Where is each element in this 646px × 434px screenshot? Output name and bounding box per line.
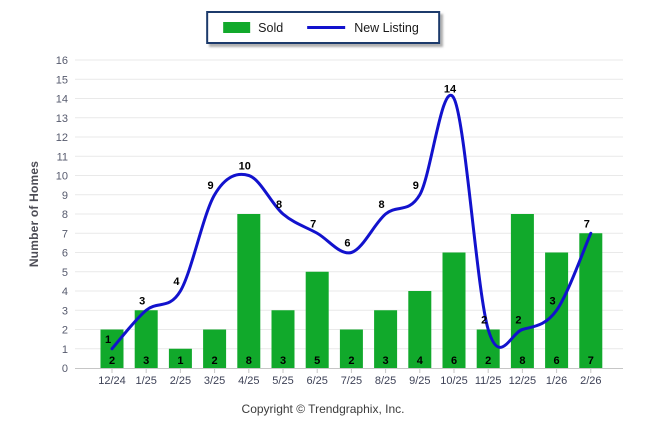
x-tick-label: 12/25 (509, 375, 537, 387)
bar-value-label: 6 (451, 355, 457, 367)
bar (237, 214, 261, 368)
legend: Sold New Listing (206, 11, 440, 44)
y-tick-label: 4 (62, 286, 68, 298)
y-tick-label: 13 (56, 113, 68, 125)
new-listing-swatch-icon (307, 26, 346, 29)
x-tick-label: 7/25 (341, 375, 362, 387)
y-tick-label: 1 (62, 344, 68, 356)
line-value-label: 6 (344, 238, 350, 250)
x-tick-label: 11/25 (475, 375, 502, 387)
bar (339, 329, 363, 368)
y-tick-label: 5 (62, 267, 68, 279)
bar (579, 233, 603, 368)
x-tick-label: 10/25 (440, 375, 468, 387)
bar-value-label: 7 (588, 355, 594, 367)
y-tick-label: 8 (62, 209, 68, 221)
line-value-label: 2 (515, 315, 521, 327)
line-value-label: 10 (239, 161, 251, 173)
x-tick-label: 3/25 (204, 375, 225, 387)
y-tick-label: 7 (62, 228, 68, 240)
line-value-label: 7 (584, 218, 590, 230)
bar-value-label: 2 (348, 355, 354, 367)
x-tick-label: 1/25 (135, 375, 156, 387)
bar-value-label: 8 (246, 355, 252, 367)
y-tick-label: 10 (56, 171, 68, 183)
y-tick-label: 3 (62, 305, 68, 317)
sold-swatch-icon (223, 22, 251, 33)
x-tick-label: 6/25 (306, 375, 327, 387)
bar-value-label: 2 (485, 355, 491, 367)
bar (408, 291, 432, 368)
line-value-label: 9 (413, 180, 419, 192)
x-tick-label: 2/25 (170, 375, 191, 387)
line-value-label: 2 (481, 315, 487, 327)
line-path (110, 93, 593, 351)
x-tick-label: 12/24 (98, 375, 126, 387)
bar (271, 310, 295, 368)
bar (134, 310, 158, 368)
y-tick-label: 9 (62, 190, 68, 202)
bar-value-label: 3 (143, 355, 149, 367)
bar (476, 329, 500, 368)
y-tick-label: 6 (62, 248, 68, 260)
bar-value-label: 8 (519, 355, 525, 367)
x-tick-label: 1/26 (546, 375, 567, 387)
bar (168, 348, 192, 368)
y-tick-label: 0 (62, 363, 68, 375)
y-tick-label: 2 (62, 325, 68, 337)
bar-value-label: 3 (280, 355, 286, 367)
x-tick-label: 8/25 (375, 375, 396, 387)
line-value-label: 4 (173, 276, 180, 288)
line-value-label: 8 (276, 199, 282, 211)
bar-value-label: 2 (109, 355, 115, 367)
y-tick-label: 11 (57, 151, 68, 163)
x-tick-label: 5/25 (272, 375, 293, 387)
bar (374, 310, 398, 368)
copyright-text: Copyright © Trendgraphix, Inc. (241, 402, 405, 416)
y-tick-label: 14 (56, 94, 68, 106)
bar (442, 252, 466, 368)
bar-value-label: 6 (554, 355, 560, 367)
line-value-label: 1 (105, 334, 111, 346)
legend-label-new-listing: New Listing (354, 20, 419, 35)
bar-value-label: 2 (212, 355, 218, 367)
line-value-label: 8 (379, 199, 385, 211)
x-tick-label: 9/25 (409, 375, 430, 387)
bar (305, 271, 329, 368)
x-tick-label: 2/26 (580, 375, 601, 387)
line-value-label: 9 (208, 180, 214, 192)
bar (203, 329, 227, 368)
legend-label-sold: Sold (258, 20, 284, 35)
y-tick-label: 12 (56, 132, 68, 144)
bar-value-label: 3 (383, 355, 389, 367)
bar-value-label: 1 (177, 355, 183, 367)
bar (510, 214, 534, 368)
line-value-label: 3 (139, 295, 145, 307)
bar-value-label: 5 (314, 355, 320, 367)
line-value-label: 3 (550, 295, 556, 307)
y-tick-label: 15 (56, 74, 68, 86)
bar-value-label: 4 (417, 355, 424, 367)
line-value-label: 14 (444, 84, 457, 96)
x-tick-label: 4/25 (238, 375, 259, 387)
y-tick-label: 16 (56, 55, 68, 67)
line-value-label: 7 (310, 218, 316, 230)
